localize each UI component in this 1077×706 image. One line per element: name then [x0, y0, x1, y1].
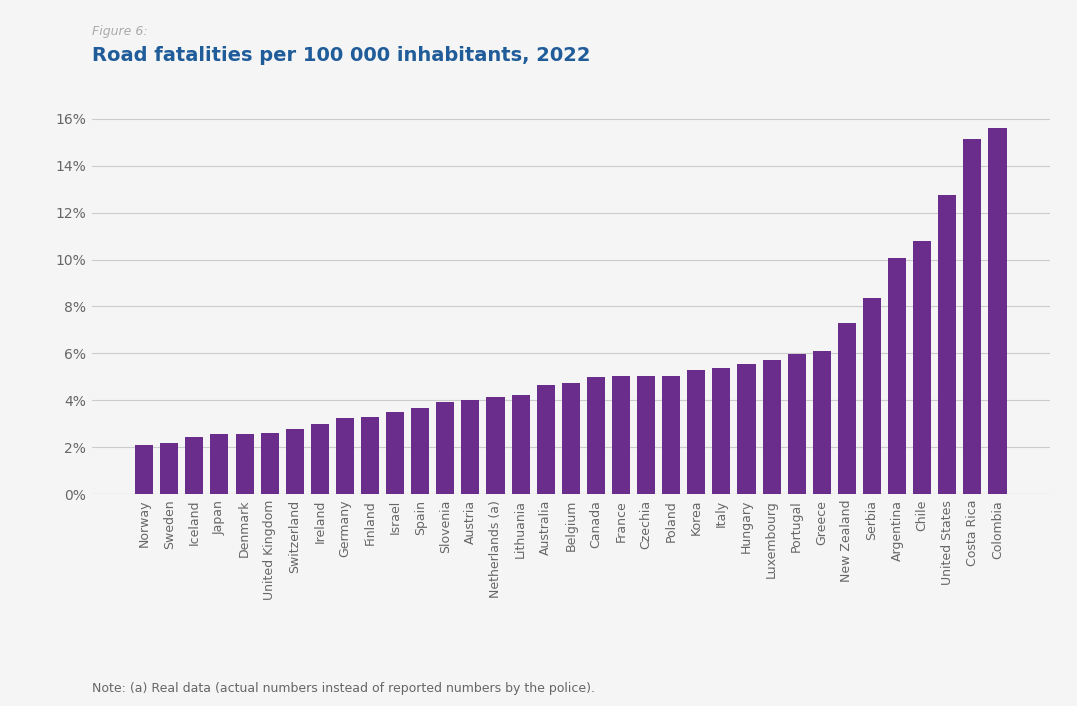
Bar: [411, 408, 430, 494]
Bar: [487, 397, 504, 494]
Bar: [311, 424, 328, 494]
Text: Note: (a) Real data (actual numbers instead of reported numbers by the police).: Note: (a) Real data (actual numbers inst…: [92, 683, 595, 695]
Bar: [461, 400, 479, 494]
Bar: [135, 445, 153, 494]
Bar: [913, 241, 932, 494]
Bar: [587, 377, 605, 494]
Bar: [386, 412, 404, 494]
Bar: [938, 195, 956, 494]
Bar: [687, 371, 705, 494]
Bar: [638, 376, 655, 494]
Bar: [160, 443, 179, 494]
Bar: [536, 385, 555, 494]
Text: Road fatalities per 100 000 inhabitants, 2022: Road fatalities per 100 000 inhabitants,…: [92, 46, 590, 65]
Bar: [963, 139, 981, 494]
Bar: [612, 376, 630, 494]
Bar: [261, 433, 279, 494]
Bar: [361, 417, 379, 494]
Bar: [336, 419, 354, 494]
Bar: [889, 258, 906, 494]
Bar: [210, 434, 228, 494]
Bar: [236, 434, 253, 494]
Bar: [813, 351, 830, 494]
Bar: [512, 395, 530, 494]
Bar: [863, 297, 881, 494]
Bar: [989, 128, 1007, 494]
Text: Figure 6:: Figure 6:: [92, 25, 148, 37]
Bar: [738, 364, 756, 494]
Bar: [436, 402, 454, 494]
Bar: [285, 429, 304, 494]
Bar: [185, 438, 204, 494]
Bar: [712, 369, 730, 494]
Bar: [662, 376, 681, 494]
Bar: [562, 383, 579, 494]
Bar: [838, 323, 856, 494]
Bar: [763, 360, 781, 494]
Bar: [787, 354, 806, 494]
